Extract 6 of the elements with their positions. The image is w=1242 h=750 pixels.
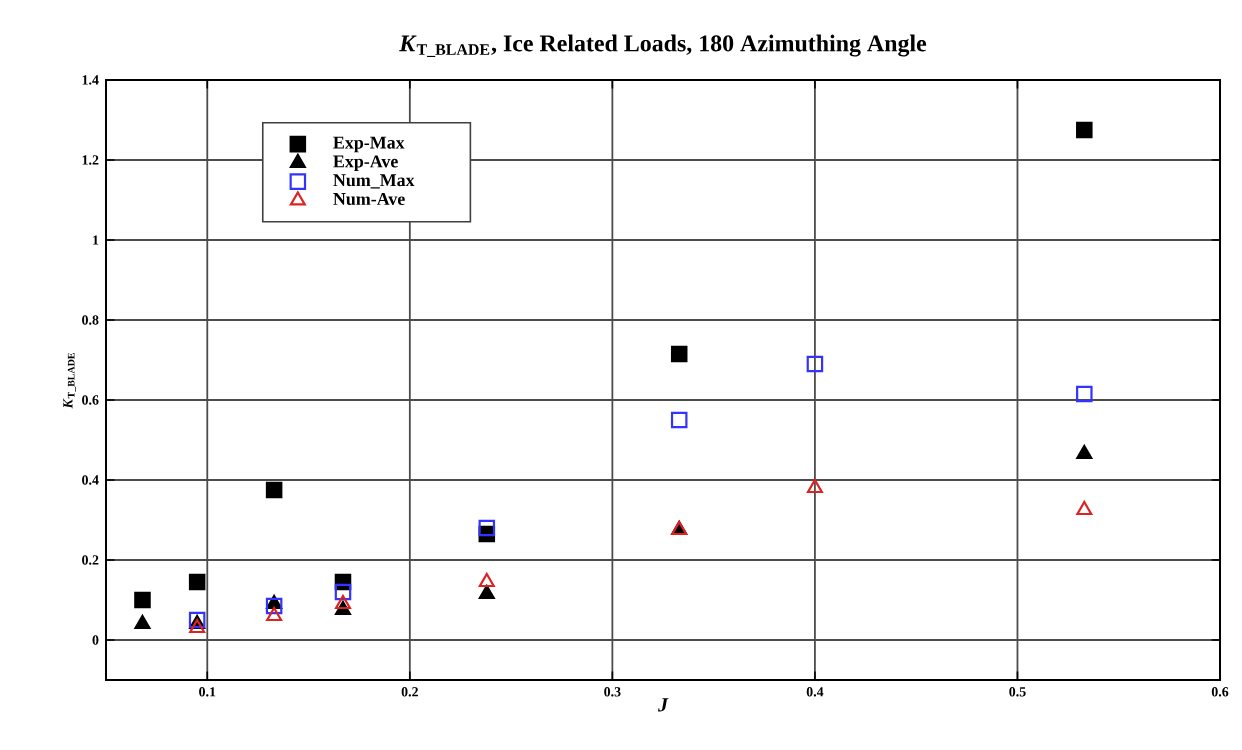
x-axis-title: J xyxy=(658,698,669,712)
legend-label: Num-Ave xyxy=(333,192,405,206)
legend-label: Exp-Max xyxy=(333,136,405,153)
chart-title: K$_{T_BLADE}$, Ice Related Loads, 180 Azimuthing Angle xyxy=(399,34,927,58)
legend-label: Num_Max xyxy=(333,174,415,189)
legend-label: Exp-Ave xyxy=(333,155,398,172)
